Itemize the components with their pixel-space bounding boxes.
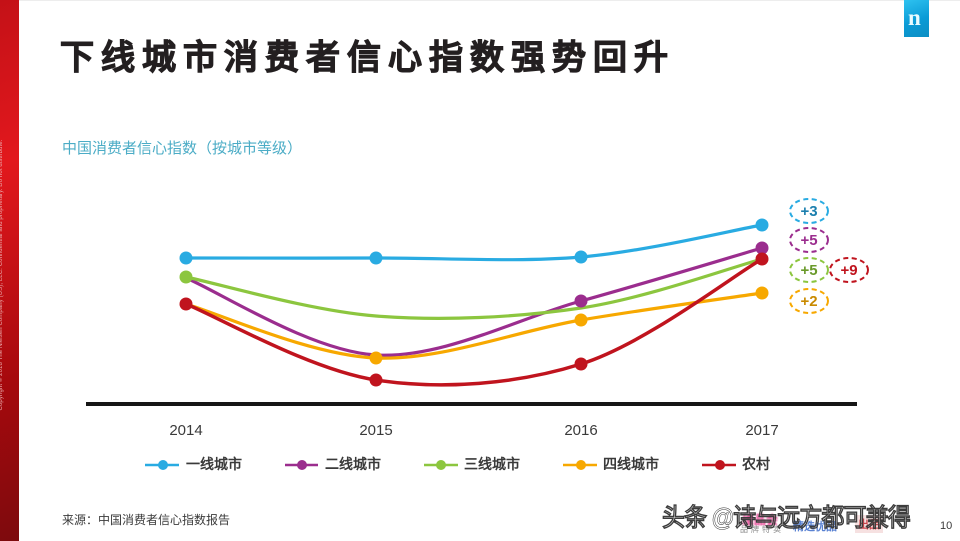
svg-text:2016: 2016 — [564, 422, 597, 439]
svg-text:+9: +9 — [840, 262, 857, 279]
svg-text:+5: +5 — [800, 262, 817, 279]
svg-text:+2: +2 — [800, 293, 817, 310]
svg-text:+5: +5 — [800, 232, 817, 249]
svg-text:+3: +3 — [800, 203, 817, 220]
svg-text:2014: 2014 — [169, 422, 202, 439]
svg-text:2017: 2017 — [745, 422, 778, 439]
svg-text:2015: 2015 — [359, 422, 392, 439]
